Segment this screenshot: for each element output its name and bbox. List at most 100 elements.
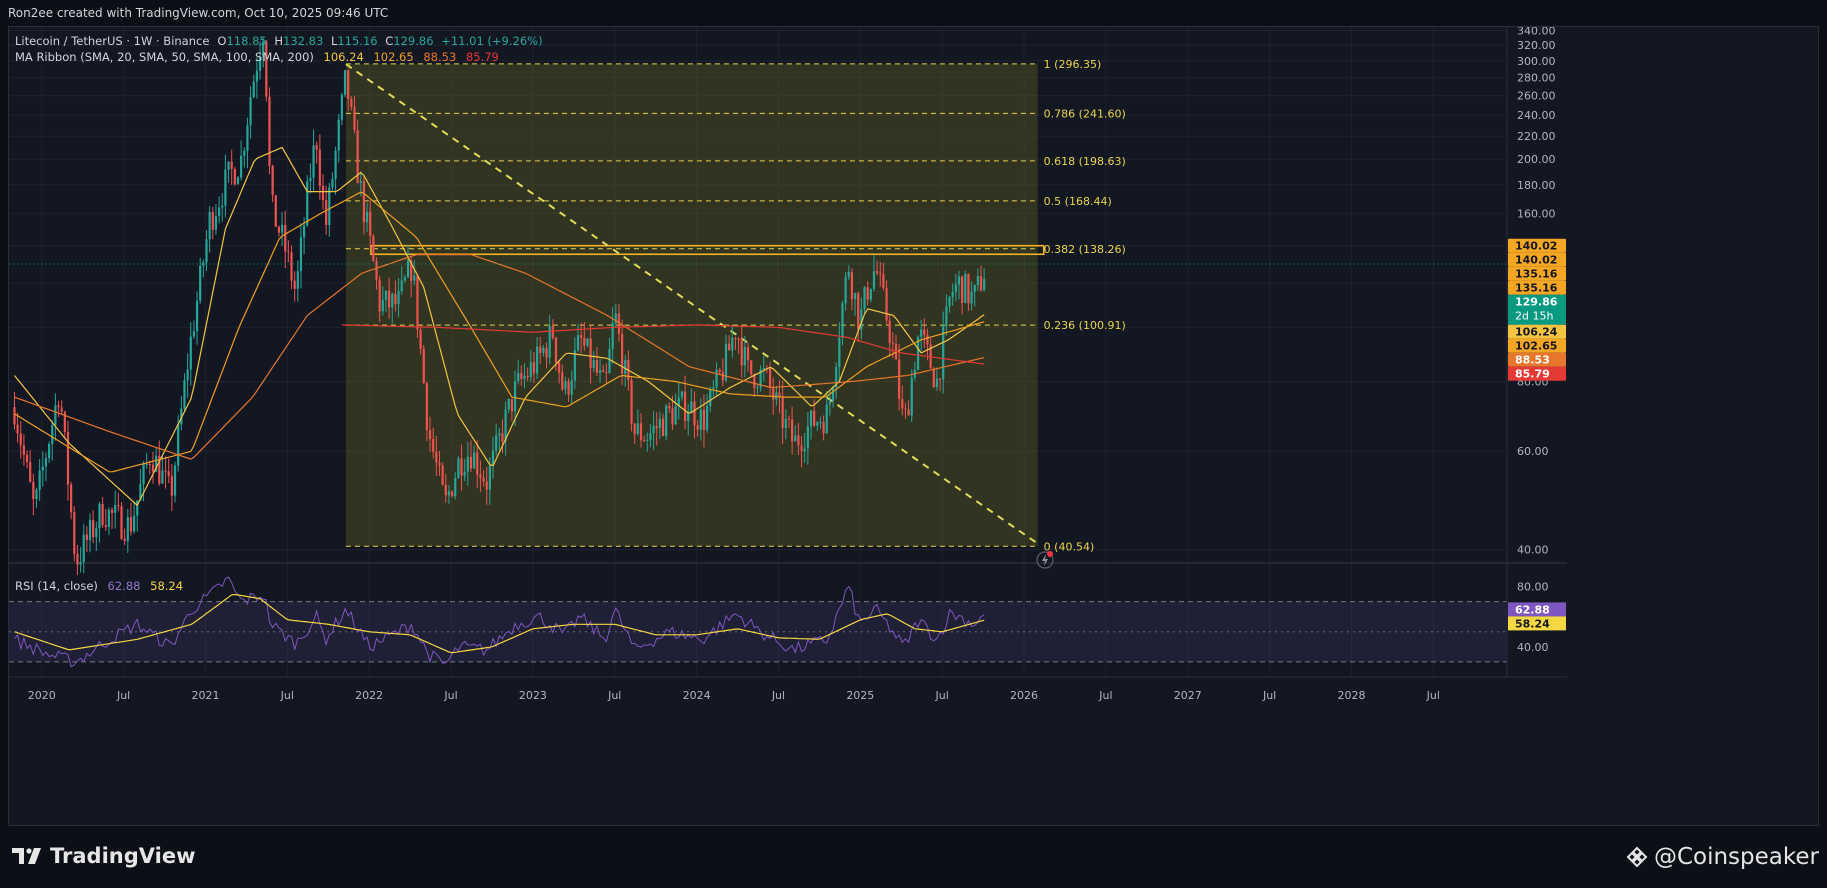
candle: [435, 435, 438, 476]
candle: [180, 396, 183, 431]
candle: [863, 286, 866, 314]
candle: [76, 544, 79, 576]
candle: [872, 255, 876, 292]
close-value: 129.86: [393, 34, 433, 48]
candle: [450, 490, 454, 498]
chart-canvas[interactable]: 1 (296.35) 0.786 (241.60) 0.618 (198.63) 0.…: [9, 27, 1818, 825]
candle: [532, 352, 536, 384]
candle: [652, 411, 655, 450]
chart-frame[interactable]: 1 (296.35) 0.786 (241.60) 0.618 (198.63) 0.…: [8, 26, 1819, 826]
price-tag-label: 129.86: [1515, 296, 1558, 309]
candle: [803, 432, 806, 463]
candle: [142, 461, 145, 502]
legend: Litecoin / TetherUS · 1W · Binance O118.…: [15, 34, 543, 593]
candle: [951, 283, 954, 306]
tradingview-logo[interactable]: TradingView: [12, 844, 195, 868]
candle: [73, 506, 76, 562]
candle: [605, 363, 608, 384]
candle: [624, 354, 627, 387]
time-tick-label: 2024: [683, 689, 711, 702]
candle: [114, 490, 117, 529]
candle: [353, 95, 356, 134]
candle: [85, 526, 88, 553]
candle: [945, 294, 948, 336]
price-tag-label: 135.16: [1515, 268, 1558, 281]
candle: [904, 402, 907, 419]
candle: [413, 259, 416, 286]
candle: [236, 175, 240, 185]
candle: [636, 409, 639, 436]
candle: [331, 172, 334, 191]
candle: [369, 200, 372, 249]
time-axis[interactable]: 2020 Jul 2021 Jul 2022 Jul 2023 Jul 2024 Jul 2025 J…: [9, 676, 1567, 702]
candle: [218, 196, 221, 224]
candle: [705, 394, 709, 433]
candle: [737, 336, 740, 354]
candle: [419, 327, 422, 355]
candle: [501, 419, 504, 454]
candle: [277, 225, 281, 237]
candle: [271, 164, 274, 203]
candle: [337, 114, 340, 163]
candle: [495, 423, 498, 456]
candle: [513, 370, 517, 427]
candle: [935, 367, 939, 391]
downtrend-line[interactable]: [345, 63, 1039, 545]
candle: [299, 223, 303, 289]
time-tick-label: Jul: [1426, 689, 1440, 702]
candle: [211, 207, 214, 240]
alert-icon[interactable]: [1036, 551, 1054, 569]
time-tick-label: 2027: [1174, 689, 1202, 702]
candle: [898, 343, 901, 411]
candle: [447, 484, 451, 504]
fib-retracement[interactable]: 1 (296.35) 0.786 (241.60) 0.618 (198.63) 0.…: [345, 58, 1126, 553]
candle: [797, 422, 800, 456]
candle: [589, 324, 592, 384]
price-tag-countdown: 2d 15h: [1515, 310, 1553, 323]
candle: [879, 261, 882, 287]
candle: [469, 440, 473, 472]
l-label: L: [331, 34, 338, 48]
price-tick-label: 180.00: [1517, 179, 1556, 192]
candle: [753, 373, 756, 397]
fib-level-label: 0.382 (138.26): [1044, 243, 1126, 256]
candle: [687, 403, 690, 436]
ma-line: [341, 324, 985, 365]
fib-level-label: 0.5 (168.44): [1044, 195, 1112, 208]
time-tick-label: 2028: [1337, 689, 1365, 702]
candle: [444, 473, 447, 503]
candle: [932, 366, 935, 388]
candle: [132, 500, 136, 534]
candle: [280, 212, 284, 246]
low-value: 115.16: [337, 34, 377, 48]
candle: [740, 324, 743, 378]
candle: [290, 245, 293, 290]
candle: [633, 422, 636, 444]
candle: [964, 270, 967, 304]
resistance-zone[interactable]: [370, 244, 1045, 256]
coinspeaker-logo[interactable]: @Coinspeaker: [1626, 844, 1819, 870]
rsi-value: 62.88: [108, 579, 141, 593]
candle: [88, 513, 92, 553]
price-tag-label: 102.65: [1515, 340, 1557, 353]
candle: [781, 380, 784, 445]
candle: [957, 270, 961, 300]
footer: TradingView @Coinspeaker: [0, 830, 1827, 888]
candle: [800, 436, 803, 468]
candle: [828, 391, 831, 416]
candle: [22, 434, 26, 466]
fib-level-label: 0.618 (198.63): [1044, 155, 1126, 168]
candle: [756, 383, 759, 395]
candle: [926, 328, 929, 361]
candle: [643, 435, 646, 442]
candle: [381, 286, 384, 316]
candle: [227, 161, 230, 183]
rsi-tick-label: 40.00: [1517, 641, 1549, 654]
candle: [866, 280, 869, 306]
candle: [479, 460, 482, 493]
price-tag-label: 140.02: [1515, 240, 1557, 253]
candle: [262, 37, 265, 68]
candle: [954, 273, 957, 301]
